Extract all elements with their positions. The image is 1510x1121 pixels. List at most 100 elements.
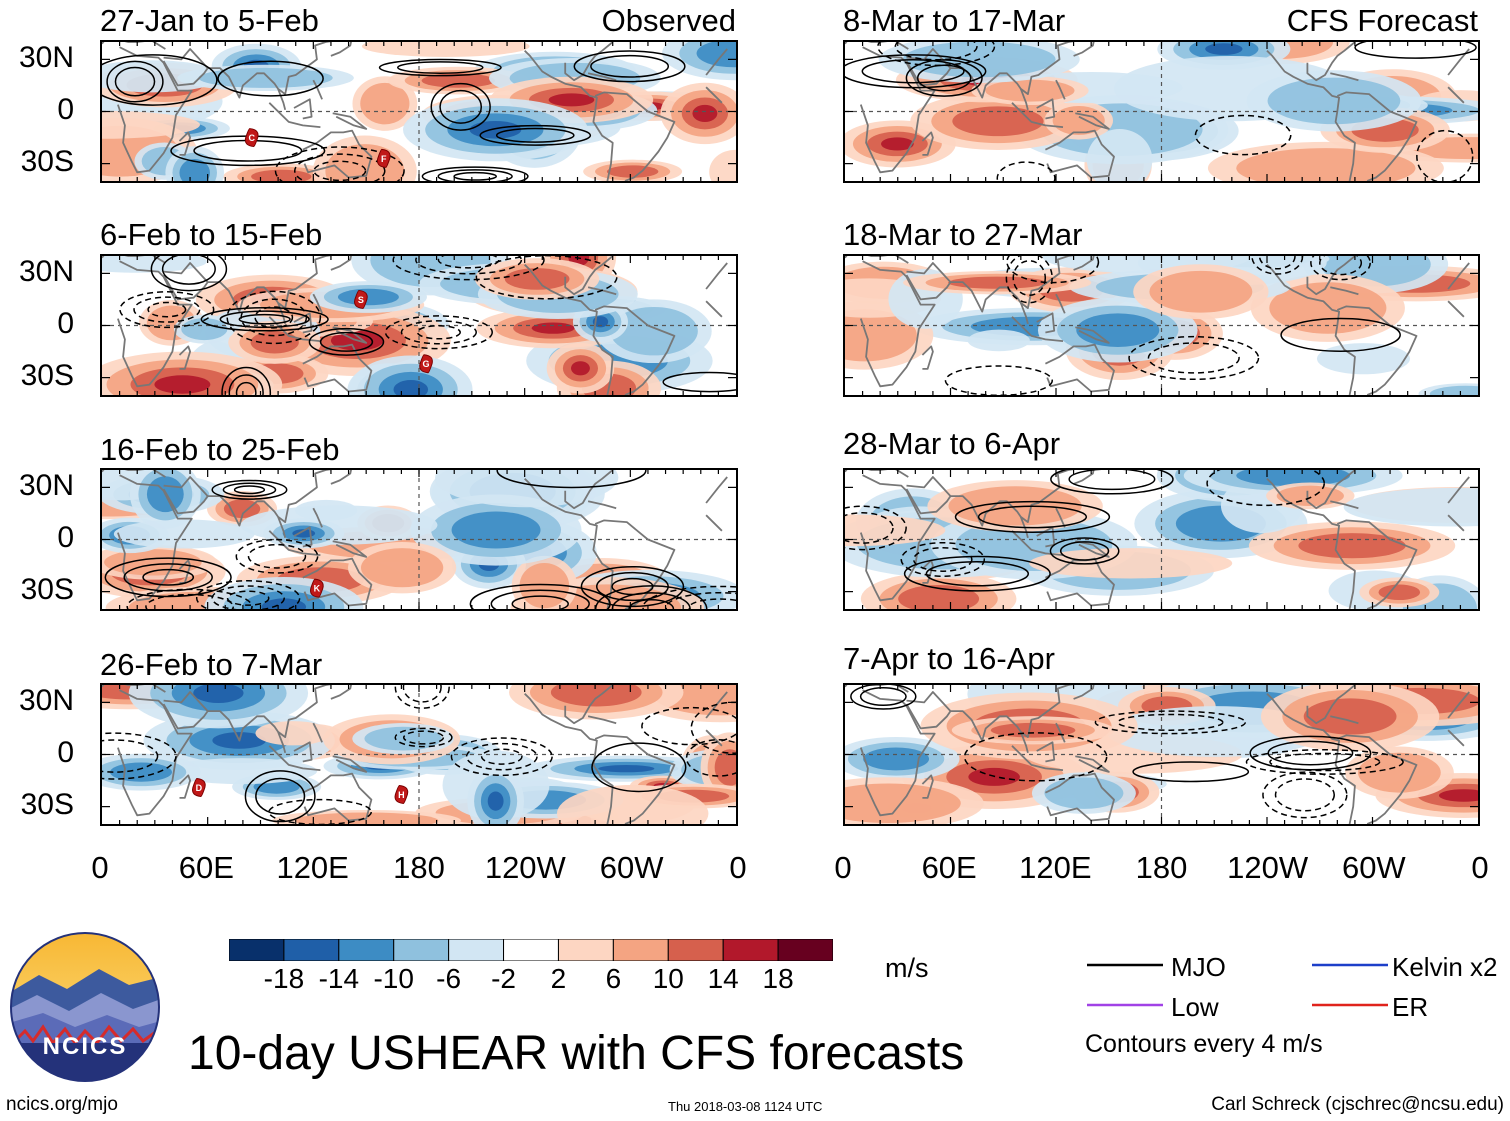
coastline — [1330, 500, 1359, 510]
coastline — [268, 102, 321, 128]
mjo-contour — [437, 169, 513, 181]
coastline — [1019, 88, 1029, 111]
mjo-contour — [1059, 541, 1110, 561]
mjo-contour — [392, 256, 545, 281]
coastline — [921, 345, 934, 370]
shear-anomaly-blob — [610, 306, 698, 356]
colorbar-swatch — [338, 938, 395, 962]
lat-tick-label: 30N — [18, 255, 74, 288]
mjo-contour — [161, 256, 216, 285]
coastline — [905, 703, 952, 730]
coastline — [1036, 741, 1056, 763]
shear-anomaly-blob — [165, 758, 318, 785]
shear-anomaly-blob — [179, 158, 210, 181]
cyclone-id: D — [196, 783, 203, 793]
coastline — [1075, 540, 1110, 558]
mjo-contour — [244, 770, 316, 823]
colorbar-swatch — [667, 938, 724, 962]
mjo-contour — [1049, 537, 1120, 565]
shear-anomaly-blob — [692, 104, 718, 123]
coastline — [330, 470, 352, 485]
lon-tick-label: 0 — [91, 850, 109, 885]
column-label-forecast: CFS Forecast — [1286, 3, 1478, 38]
coastline — [905, 488, 952, 515]
mjo-contour — [200, 306, 329, 332]
mjo-contour — [845, 505, 907, 551]
shear-anomaly-blob — [337, 288, 399, 306]
legend: MJO Kelvin x2 Low ER Contours every 4 m/… — [1085, 945, 1505, 1057]
colorbar-swatch — [503, 938, 559, 962]
site-link[interactable]: ncics.org/mjo — [6, 1094, 118, 1115]
coastline — [1266, 50, 1356, 181]
coastline — [1336, 734, 1418, 824]
coastline — [1011, 530, 1064, 556]
mjo-contour — [247, 543, 307, 569]
coastline — [564, 685, 614, 725]
coastline — [293, 741, 313, 763]
shear-anomaly-blob — [1076, 313, 1160, 347]
shear-anomaly-blob — [1029, 548, 1233, 579]
mjo-contour — [1280, 317, 1401, 352]
shear-anomaly-blob — [967, 329, 1030, 352]
shear-anomaly-blob — [1149, 270, 1253, 313]
shear-anomaly-blob — [1316, 343, 1411, 375]
panel-title: 7-Apr to 16-Apr — [843, 641, 1055, 676]
coastline — [1073, 42, 1095, 57]
mjo-contour — [850, 685, 917, 710]
mjo-contour — [479, 124, 592, 146]
coastline — [302, 557, 373, 607]
coastline — [312, 722, 323, 743]
coastline — [163, 685, 332, 742]
coastline — [178, 774, 191, 799]
shear-anomaly-blob — [845, 514, 946, 547]
coastline — [1266, 264, 1356, 395]
lat-tick-label: 30S — [20, 359, 74, 392]
map-canvas: CF — [102, 42, 736, 181]
mjo-contour — [397, 61, 484, 74]
coastline — [1330, 715, 1359, 725]
coastline — [906, 685, 1075, 742]
mjo-contour — [511, 595, 569, 609]
shear-anomaly-blob — [557, 785, 709, 824]
cyclone-marker-icon: D — [192, 778, 206, 798]
coastline — [1073, 256, 1095, 271]
mjo-contour — [313, 160, 367, 181]
colorbar-swatch — [393, 938, 450, 962]
mjo-contour — [402, 685, 442, 703]
mjo-contour — [384, 315, 493, 350]
mjo-contour — [900, 541, 986, 577]
lon-tick-label: 0 — [1471, 850, 1489, 885]
cyclone-id: H — [398, 790, 405, 800]
cyclone-id: F — [381, 154, 387, 164]
map-canvas — [845, 685, 1478, 824]
shear-anomaly-blob — [1236, 148, 1416, 181]
colorbar-tick-label: -18 — [263, 963, 305, 994]
mjo-contour — [211, 479, 288, 500]
mjo-contour — [402, 730, 445, 745]
lat-tick-label: 30S — [20, 145, 74, 178]
cyclone-marker-icon: K — [310, 578, 324, 598]
mjo-contour — [439, 89, 483, 124]
mjo-contour — [905, 59, 983, 97]
coastline — [330, 685, 352, 700]
mjo-contour — [1012, 260, 1047, 297]
mjo-contour — [475, 256, 618, 300]
ncics-logo-icon — [10, 932, 160, 1082]
shear-anomaly-blob — [1267, 77, 1401, 125]
shear-anomaly-blob — [1343, 487, 1478, 527]
mjo-contour — [859, 686, 907, 707]
mjo-contour — [233, 485, 266, 495]
coastline — [117, 46, 728, 174]
coastline — [330, 256, 352, 271]
map-panel — [843, 254, 1480, 397]
shear-anomaly-blob — [181, 318, 228, 341]
coastline — [1036, 312, 1056, 334]
coastline — [587, 500, 617, 510]
coastline — [921, 131, 934, 156]
mjo-contour — [228, 374, 264, 395]
figure-title: 10-day USHEAR with CFS forecasts — [188, 1027, 965, 1080]
coastline — [1330, 72, 1359, 82]
legend-line-low — [1087, 1003, 1163, 1007]
